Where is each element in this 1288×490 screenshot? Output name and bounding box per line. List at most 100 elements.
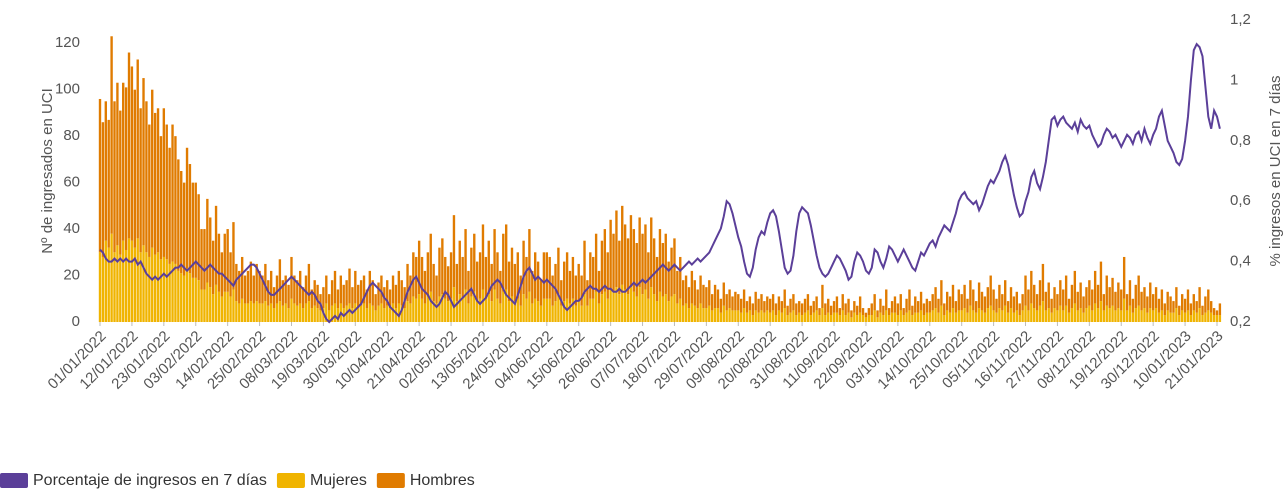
bar (191, 277, 195, 322)
bar (214, 284, 218, 322)
bar (603, 229, 607, 292)
bar (1018, 303, 1021, 316)
bar (522, 240, 525, 295)
bar (1125, 310, 1129, 322)
bar (876, 310, 879, 318)
bar (757, 312, 760, 322)
bar (795, 303, 798, 316)
bar (388, 308, 392, 322)
bar (1128, 305, 1132, 322)
bar (174, 136, 177, 264)
bar (319, 310, 322, 322)
bar (896, 315, 900, 322)
bar (966, 298, 969, 313)
bar (464, 289, 467, 322)
bar (107, 119, 110, 248)
bar (1030, 303, 1033, 322)
bar (107, 247, 110, 322)
bar (1175, 308, 1178, 322)
bar (278, 301, 282, 322)
bar (1079, 308, 1082, 322)
bar (1204, 312, 1207, 322)
bar (325, 275, 328, 304)
bar (1163, 315, 1166, 322)
bar (719, 312, 723, 322)
bar (1131, 312, 1135, 322)
y-tick-label: 20 (63, 267, 80, 284)
bar (986, 308, 989, 322)
bar (258, 303, 261, 322)
bar (673, 294, 676, 322)
bar (899, 310, 902, 322)
bar (249, 261, 253, 302)
bar (362, 303, 366, 322)
bar (264, 263, 267, 302)
bar (992, 310, 995, 322)
bar (377, 305, 380, 322)
bar (1067, 298, 1071, 313)
bar (864, 317, 868, 322)
bar (1140, 310, 1143, 322)
bar (359, 305, 363, 322)
bar (290, 298, 293, 322)
y-tick-label: 0 (72, 313, 80, 330)
bar (1134, 308, 1137, 322)
bar (1027, 289, 1030, 311)
bar (815, 296, 818, 311)
bar (278, 259, 282, 302)
bar (777, 310, 781, 322)
bar (296, 305, 299, 322)
bar (438, 296, 441, 322)
bar (264, 301, 267, 322)
bar (693, 280, 696, 306)
bar (455, 263, 459, 302)
bar (1143, 308, 1146, 322)
bar (1169, 296, 1172, 313)
bar (1207, 310, 1210, 322)
bar (769, 298, 772, 313)
bar (766, 310, 769, 322)
bar (1154, 308, 1158, 322)
y-tick-label: 40 (63, 220, 80, 237)
bar (351, 308, 354, 322)
bar (1044, 291, 1048, 311)
bar (496, 298, 499, 322)
bar (847, 312, 850, 322)
bar (536, 301, 540, 322)
bar (165, 259, 168, 322)
bar (510, 247, 514, 297)
bar (168, 147, 171, 264)
bar (896, 303, 900, 316)
bar (217, 291, 221, 322)
bar (148, 124, 151, 257)
bar (847, 298, 850, 313)
bar (534, 298, 537, 322)
bar (719, 298, 723, 313)
bar (745, 312, 749, 322)
y-axis-label: Nº de ingresados en UCI (39, 88, 56, 254)
bar (1035, 310, 1039, 322)
bar (652, 238, 656, 295)
bar (490, 263, 493, 302)
bar (458, 294, 461, 322)
bar (751, 303, 754, 316)
bar (989, 275, 992, 306)
bar (470, 296, 473, 322)
bar (217, 233, 221, 292)
bar (525, 298, 528, 322)
bar (621, 205, 624, 285)
bar (998, 284, 1001, 309)
bar (475, 301, 479, 322)
legend-label: Mujeres (310, 472, 367, 489)
bar (676, 303, 679, 322)
bar (200, 289, 203, 322)
bar (1009, 308, 1013, 322)
bar (699, 303, 702, 322)
bar (397, 270, 401, 304)
bar (635, 243, 638, 297)
bar (142, 78, 145, 246)
bar (345, 280, 348, 306)
bar (1134, 284, 1137, 309)
bar (623, 224, 627, 290)
bar (571, 256, 575, 299)
